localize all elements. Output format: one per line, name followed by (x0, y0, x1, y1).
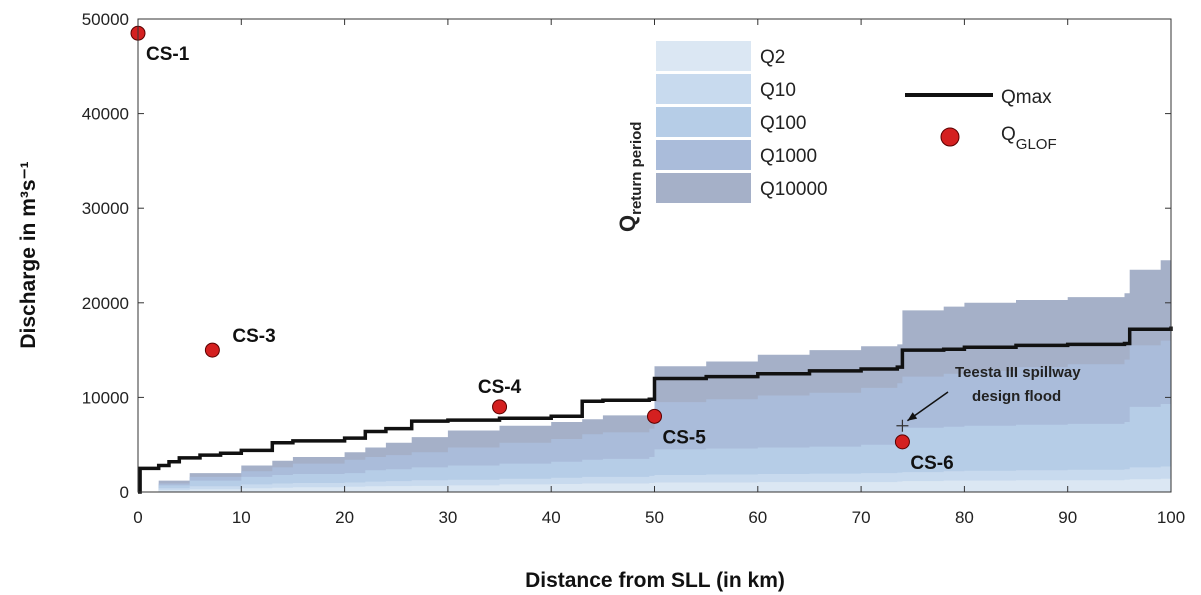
line-legend: Qmax QGLOF (905, 87, 1057, 153)
x-tick-label: 80 (955, 508, 974, 527)
legend-swatch-q10000 (656, 173, 751, 203)
glof-label-cs-1: CS-1 (146, 44, 190, 65)
x-tick-label: 30 (438, 508, 457, 527)
x-tick-label: 50 (645, 508, 664, 527)
x-tick-label: 90 (1058, 508, 1077, 527)
y-tick-label: 10000 (82, 388, 129, 407)
band-legend-title: Qreturn period (615, 122, 645, 232)
legend-swatch-q100 (656, 107, 751, 137)
qmax-line (138, 326, 1173, 494)
y-tick-label: 50000 (82, 10, 129, 29)
legend-qmax-label: Qmax (1001, 87, 1052, 108)
glof-label-cs-3: CS-3 (232, 326, 275, 347)
legend-label-q2: Q2 (760, 47, 785, 68)
qmax-layer (138, 326, 1173, 494)
legend-label-q100: Q100 (760, 113, 806, 134)
annotation-line-2: design flood (972, 388, 1061, 405)
x-tick-label: 20 (335, 508, 354, 527)
x-tick-label: 0 (133, 508, 142, 527)
y-tick-label: 0 (120, 483, 129, 502)
y-tick-label: 40000 (82, 105, 129, 124)
glof-label-cs-5: CS-5 (663, 427, 707, 448)
legend-glof-label: QGLOF (1001, 124, 1057, 153)
annotation-arrowhead (907, 412, 918, 421)
y-axis-title: Discharge in m³s⁻¹ (17, 161, 40, 348)
legend-label-q10: Q10 (760, 80, 796, 101)
y-tick-label: 30000 (82, 199, 129, 218)
glof-point-cs-3 (204, 342, 220, 358)
glof-label-cs-6: CS-6 (910, 453, 953, 474)
legend-label-q10000: Q10000 (760, 179, 828, 200)
legend-swatch-q2 (656, 41, 751, 71)
annotation-line-1: Teesta III spillway (955, 364, 1081, 381)
x-tick-label: 40 (542, 508, 561, 527)
glof-point-cs-4 (492, 399, 508, 415)
glof-point-cs-5 (647, 408, 662, 424)
glof-label-cs-4: CS-4 (478, 377, 522, 398)
x-tick-label: 10 (232, 508, 251, 527)
x-tick-label: 60 (748, 508, 767, 527)
legend-swatch-q1000 (656, 140, 751, 170)
x-axis-title: Distance from SLL (in km) (525, 569, 785, 592)
x-tick-label: 70 (852, 508, 871, 527)
legend-glof-marker (940, 127, 960, 147)
axes: 0 10 20 30 40 50 60 70 80 90 100 0 10000 20000 30000 40… (82, 10, 1185, 527)
legend-swatch-q10 (656, 74, 751, 104)
y-tick-label: 20000 (82, 294, 129, 313)
legend-label-q1000: Q1000 (760, 146, 817, 167)
band-legend: Q2 Q10 Q100 Q1000 Q10000 Qreturn period (615, 41, 828, 232)
glof-point-cs-6 (894, 434, 910, 450)
x-tick-label: 100 (1157, 508, 1185, 527)
band-q2 (138, 478, 1171, 492)
design-flood-marker (896, 419, 909, 432)
annotation-layer: Teesta III spillway design flood (896, 364, 1081, 432)
band-q100 (138, 403, 1171, 492)
